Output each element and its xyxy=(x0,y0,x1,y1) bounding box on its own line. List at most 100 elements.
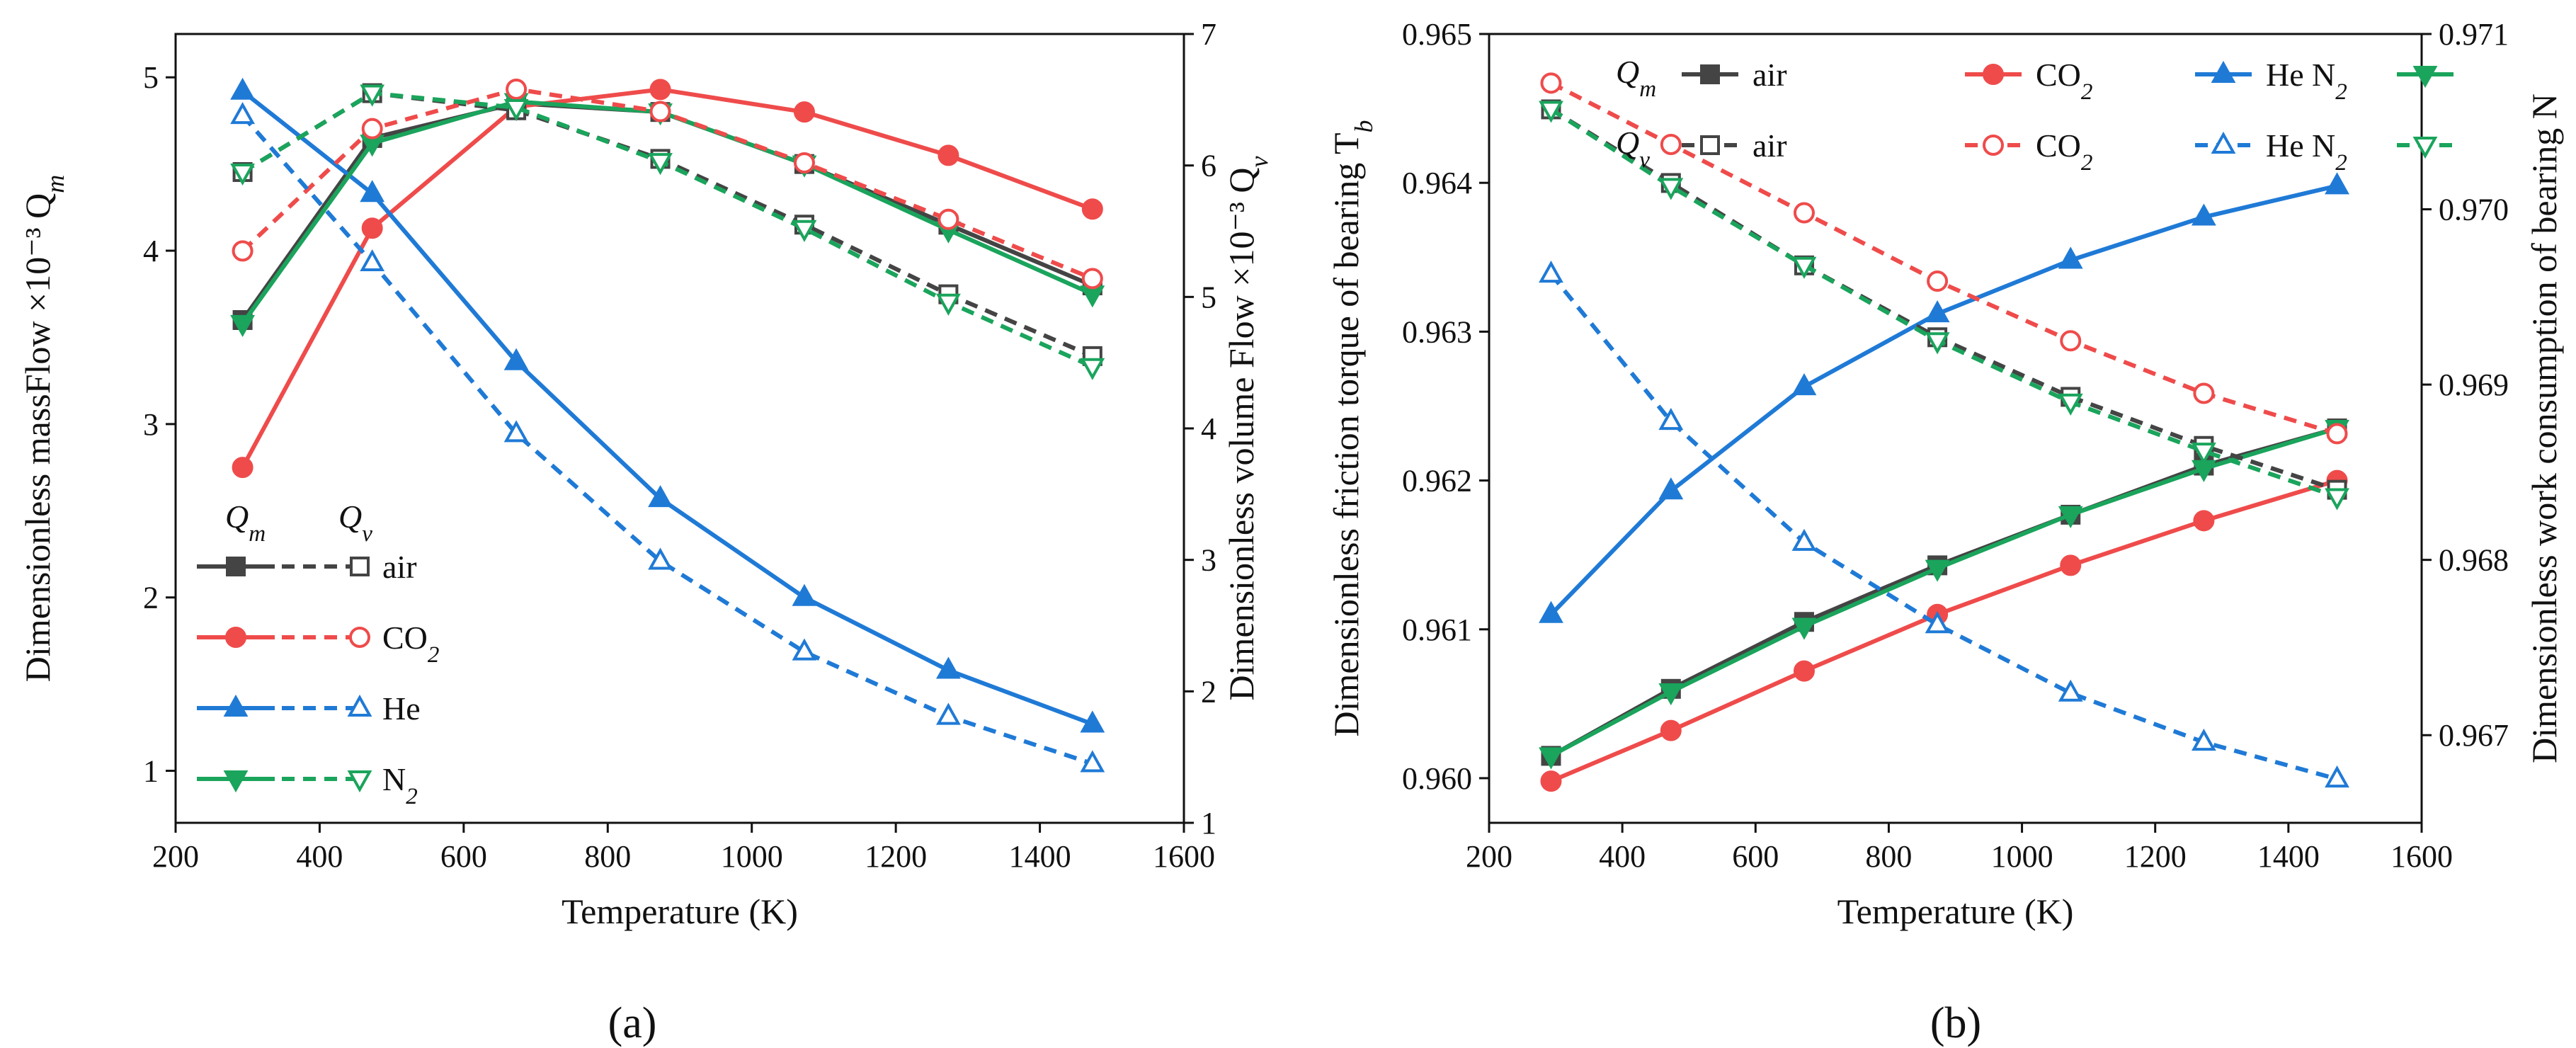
data-point xyxy=(1658,408,1684,431)
y-tick-label: 0.961 xyxy=(1402,613,1472,647)
data-point xyxy=(1793,660,1815,682)
data-point xyxy=(792,220,817,242)
series-qv-5 xyxy=(232,78,1103,290)
legend-marker xyxy=(226,557,246,576)
series-n-5 xyxy=(1540,72,2348,445)
data-point xyxy=(2193,382,2215,404)
legend-label: air xyxy=(1753,57,1787,93)
y-tick-label: 1 xyxy=(143,754,159,789)
y-axis-label-right: Dimensionless work consumption of bearin… xyxy=(2524,93,2564,763)
y2-tick-label: 0.967 xyxy=(2439,718,2509,753)
legend-label: N2 xyxy=(382,761,418,809)
y2-tick-label: 6 xyxy=(1201,149,1216,183)
legend-label: He xyxy=(2266,127,2304,164)
data-point xyxy=(506,78,528,100)
legend-marker xyxy=(349,627,370,648)
data-point xyxy=(793,152,815,173)
data-point xyxy=(503,420,529,443)
panel-label-a: (a) xyxy=(608,999,657,1047)
y-tick-label: 0.962 xyxy=(1402,464,1472,499)
chart-a: 200 400 600 800 1000 1200 1400 1600123451234567… xyxy=(18,17,1273,931)
y2-tick-label: 7 xyxy=(1201,17,1216,52)
data-point xyxy=(230,102,256,125)
data-point xyxy=(1927,270,1949,292)
x-tick-label: 1400 xyxy=(2257,839,2320,874)
data-point xyxy=(1080,358,1105,380)
data-point xyxy=(1658,683,1684,706)
y-axis-left: 0.960 0.961 0.962 0.963 0.964 0.965 xyxy=(1402,17,1489,796)
legend-marker xyxy=(347,694,372,717)
data-point xyxy=(1660,719,1682,741)
data-point xyxy=(1658,477,1684,500)
legend-marker xyxy=(2211,60,2236,83)
data-point xyxy=(1081,268,1103,290)
data-point xyxy=(2058,393,2083,416)
legend-marker xyxy=(225,627,246,648)
legend-marker xyxy=(1700,64,1720,84)
series-line xyxy=(1550,426,2338,758)
legend-label: CO2 xyxy=(2036,57,2092,105)
legend-label: air xyxy=(382,549,417,585)
data-point xyxy=(232,457,253,479)
data-point xyxy=(648,153,673,176)
x-tick-label: 600 xyxy=(440,839,487,874)
data-point xyxy=(935,656,961,679)
data-point xyxy=(232,240,253,262)
y2-tick-label: 0.969 xyxy=(2439,368,2509,402)
series-qv-6 xyxy=(230,102,1105,773)
data-point xyxy=(1658,178,1684,200)
data-point xyxy=(503,98,529,122)
legend-marker xyxy=(350,557,370,576)
x-axis-label: Temperature (K) xyxy=(1837,892,2074,931)
legend-label: CO2 xyxy=(2036,127,2092,176)
series-line xyxy=(1549,183,2338,616)
data-point xyxy=(2060,554,2082,576)
series-n-7 xyxy=(1539,101,2349,511)
data-point xyxy=(649,79,671,101)
series-tb-0 xyxy=(1541,418,2347,766)
x-tick-label: 1600 xyxy=(1153,839,1215,874)
y2-tick-label: 1 xyxy=(1201,806,1216,841)
legend-label: He xyxy=(2266,57,2304,93)
data-point xyxy=(648,485,673,508)
legend-marker xyxy=(2412,137,2438,159)
legend-label: CO2 xyxy=(382,620,439,668)
data-point xyxy=(793,101,815,123)
y-tick-label: 0.964 xyxy=(1402,166,1472,200)
data-point xyxy=(2325,172,2349,195)
data-point xyxy=(1925,559,1950,582)
legend-label: air xyxy=(1753,127,1787,164)
y2-tick-label: 4 xyxy=(1201,411,1216,446)
x-tick-label: 1200 xyxy=(865,839,927,874)
series-line xyxy=(241,114,1093,766)
data-point xyxy=(649,101,671,123)
data-point xyxy=(1539,261,1563,283)
y-axis-right: 0.967 0.968 0.969 0.970 0.971 xyxy=(2422,17,2509,753)
data-point xyxy=(1080,285,1105,308)
data-point xyxy=(937,208,959,230)
y-tick-label: 0.960 xyxy=(1402,761,1472,796)
legend-marker xyxy=(347,770,372,793)
x-axis: 200 400 600 800 1000 1200 1400 1600 xyxy=(1466,823,2453,874)
data-point xyxy=(361,217,383,239)
data-point xyxy=(2060,330,2082,352)
legend-marker xyxy=(1983,135,2004,156)
data-point xyxy=(361,118,383,139)
legend-header: Qv xyxy=(1616,125,1650,173)
data-point xyxy=(1925,611,1950,634)
data-point xyxy=(1660,133,1682,155)
series-qv-7 xyxy=(230,84,1105,380)
data-point xyxy=(2325,488,2349,511)
y2-tick-label: 0.971 xyxy=(2439,17,2509,52)
data-point xyxy=(1540,72,1562,94)
data-point xyxy=(1080,710,1105,733)
legend-marker xyxy=(2211,131,2236,154)
data-point xyxy=(2191,729,2216,751)
x-axis-label: Temperature (K) xyxy=(562,892,798,931)
data-point xyxy=(1791,617,1817,640)
legend-label: He xyxy=(382,690,421,727)
data-point xyxy=(1925,300,1950,323)
x-tick-label: 1400 xyxy=(1009,839,1071,874)
